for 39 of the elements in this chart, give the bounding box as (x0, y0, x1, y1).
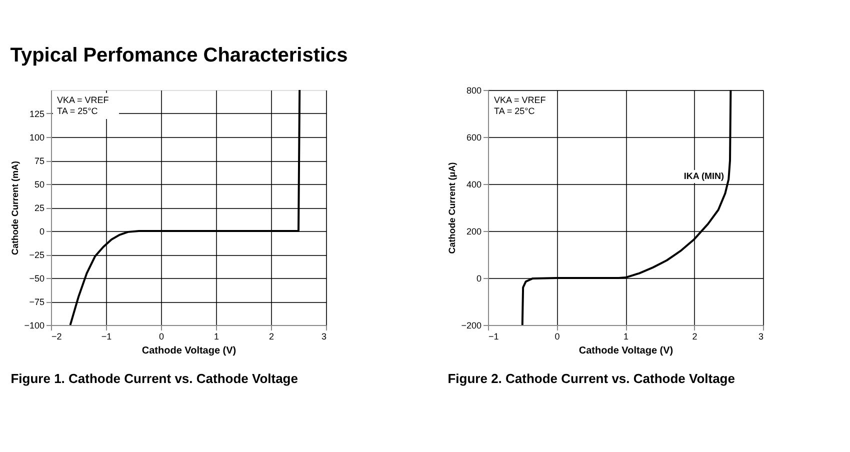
annotation: IKA (MIN) (684, 171, 724, 181)
x-tick-label: −2 (52, 332, 62, 342)
x-axis-title: Cathode Voltage (V) (142, 346, 236, 356)
x-tick-label: 0 (158, 332, 164, 342)
annotation: TA = 25°C (57, 106, 98, 116)
y-tick-label: 600 (466, 132, 482, 142)
x-tick-label: 1 (623, 332, 629, 342)
text: Figure 2. Cathode Current vs. Cathode Voltage (448, 371, 735, 386)
y-axis-title: Cathode Current (mA) (10, 161, 20, 255)
y-tick-label: −100 (24, 320, 44, 330)
x-axis-title: Cathode Voltage (V) (578, 346, 674, 356)
x-tick-label: 2 (268, 332, 274, 342)
y-tick-label: 800 (466, 86, 482, 96)
text: Figure 1. Cathode Current vs. Cathode Voltage (10, 371, 298, 386)
x-tick-label: −1 (101, 332, 112, 342)
annotation: VKA = VREF (494, 95, 546, 105)
y-tick-label: 50 (34, 180, 44, 190)
x-tick-label: 2 (692, 332, 698, 342)
y-tick-label: 75 (34, 156, 44, 166)
x-tick-label: −1 (488, 332, 499, 342)
x-tick-label: 3 (758, 332, 764, 342)
y-tick-label: 25 (34, 203, 44, 213)
y-tick-label: 125 (29, 109, 44, 119)
annotation: VKA = VREF (57, 95, 110, 105)
y-tick-label: −200 (461, 320, 482, 330)
y-tick-label: −75 (29, 297, 44, 307)
x-tick-label: 3 (321, 332, 326, 342)
annotation: TA = 25°C (494, 106, 536, 116)
y-tick-label: 0 (476, 274, 482, 284)
y-tick-label: 100 (29, 132, 44, 142)
y-axis-title: Cathode Current (μA) (447, 162, 458, 254)
y-tick-label: 400 (466, 180, 482, 190)
y-tick-label: −25 (29, 250, 44, 260)
text: Typical Perfomance Characteristics (10, 44, 348, 66)
y-tick-label: −50 (29, 274, 44, 284)
x-tick-label: 0 (554, 332, 560, 342)
y-tick-label: 0 (39, 226, 44, 236)
y-tick-label: 200 (466, 226, 482, 236)
x-tick-label: 1 (214, 332, 220, 342)
